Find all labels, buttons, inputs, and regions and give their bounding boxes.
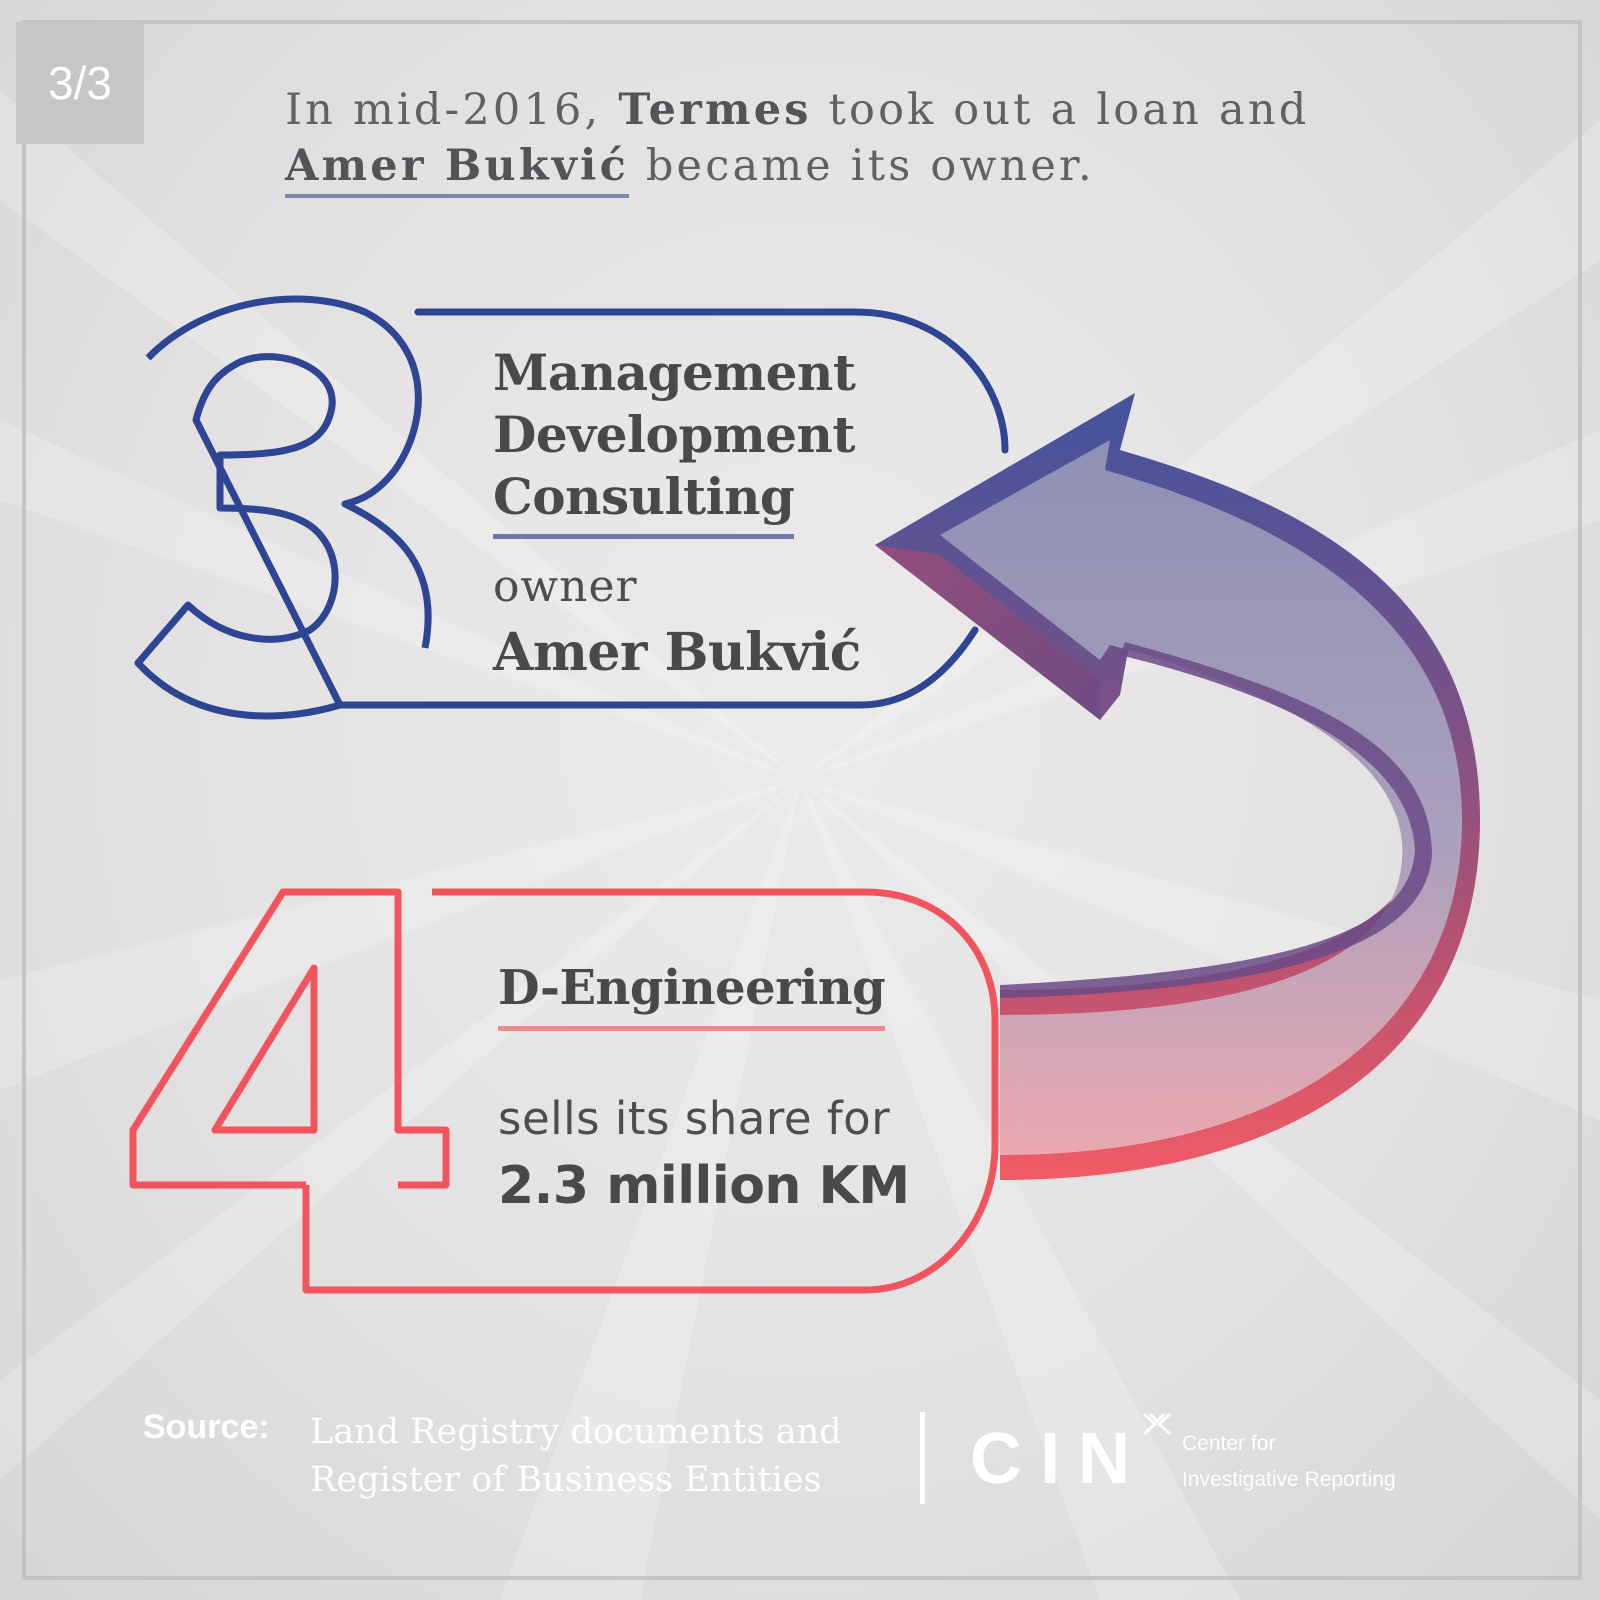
step-3-owner-name: Amer Bukvić <box>493 622 861 683</box>
step-3-company-line2: Development <box>493 405 856 464</box>
cin-subtitle-line1: Center for <box>1182 1432 1276 1455</box>
headline-company: Termes <box>618 85 812 135</box>
card-3-outline <box>336 308 1009 709</box>
card-4-outline <box>302 888 999 1294</box>
source-text: Land Registry documents and Register of … <box>310 1412 842 1500</box>
step-4-action: sells its share for <box>498 1092 891 1145</box>
headline: In mid-2016, Termes took out a loan and … <box>285 82 1385 198</box>
footer-divider <box>920 1412 925 1504</box>
numeral-4-outline <box>129 888 450 1189</box>
cin-subtitle-line2: Investigative Reporting <box>1182 1468 1396 1491</box>
numeral-3-outline <box>134 295 432 720</box>
headline-part3: became its owner. <box>628 141 1095 191</box>
step-4-company: D-Engineering <box>498 960 886 1031</box>
step-4-amount: 2.3 million KM <box>498 1156 910 1216</box>
headline-part1: In mid-2016, <box>285 85 619 135</box>
source-label: Source: <box>143 1408 270 1446</box>
step-3-company-line3: Consulting <box>493 466 795 539</box>
step-3-company: Management Development Consulting <box>493 342 856 539</box>
cin-subtitle: Center for Investigative Reporting <box>1182 1426 1396 1498</box>
border-frame <box>22 20 1582 1580</box>
cin-logo: CIN <box>970 1419 1148 1499</box>
cin-star-icon <box>1142 1412 1172 1436</box>
step-3-company-line1: Management <box>493 343 856 402</box>
curved-arrow-face <box>940 440 1462 1155</box>
arrow-tip-shade <box>875 545 1100 720</box>
step-3-owner-label: owner <box>493 561 638 612</box>
headline-owner: Amer Bukvić <box>285 141 629 198</box>
headline-part2: took out a loan and <box>811 85 1310 135</box>
page-indicator: 3/3 <box>16 22 144 144</box>
